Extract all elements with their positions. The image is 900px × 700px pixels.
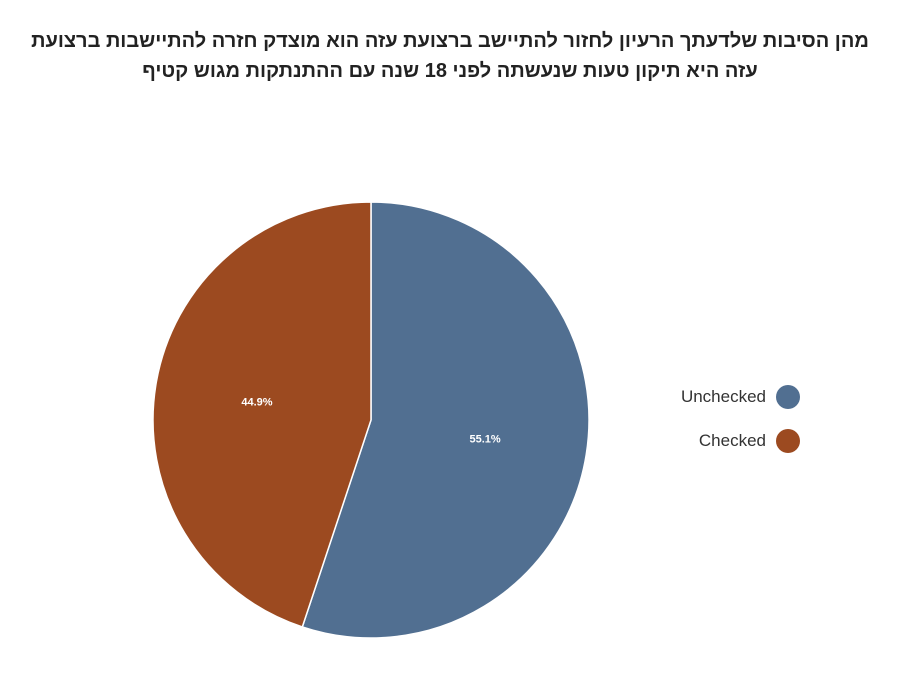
legend-swatch-icon <box>776 429 800 453</box>
pie-data-labels: 55.1% 44.9% <box>241 397 501 446</box>
legend-swatch-icon <box>776 385 800 409</box>
legend-label: Unchecked <box>680 387 766 406</box>
data-label-checked: 44.9% <box>241 397 272 409</box>
chart-title: מהן הסיבות שלדעתך הרעיון לחזור להתיישב ב… <box>31 30 869 82</box>
legend-item-checked[interactable]: Checked <box>600 426 800 456</box>
legend-label: Checked <box>698 431 766 450</box>
pie-slice-checked[interactable] <box>152 201 372 628</box>
pie-slice-unchecked[interactable] <box>301 201 590 639</box>
chart-legend: Unchecked Checked <box>600 382 800 470</box>
pie-slices <box>152 201 590 639</box>
legend-item-unchecked[interactable]: Unchecked <box>600 382 800 412</box>
data-label-unchecked: 55.1% <box>469 433 500 445</box>
